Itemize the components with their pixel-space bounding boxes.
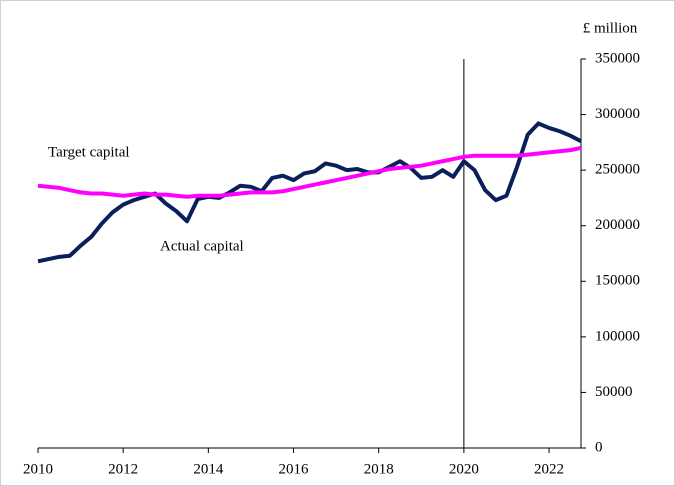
x-tick-label: 2012 [108,461,138,477]
y-tick-label: 0 [595,439,603,455]
series-line [37,145,582,199]
series-label: Target capital [48,144,130,160]
series-line [37,121,582,264]
y-tick-label: 50000 [595,384,633,400]
y-tick-label: 350000 [595,50,640,66]
y-tick-label: 300000 [595,106,640,122]
x-tick-label: 2020 [449,461,479,477]
x-tick-label: 2014 [193,461,224,477]
y-tick-label: 100000 [595,328,640,344]
x-tick-label: 2016 [279,461,310,477]
series-label: Actual capital [160,238,244,254]
y-tick-label: 150000 [595,273,640,289]
y-tick-label: 200000 [595,217,640,233]
x-tick-label: 2022 [534,461,564,477]
x-tick-label: 2010 [23,461,53,477]
y-tick-label: 250000 [595,162,640,178]
y-axis-label: £ million [583,20,638,36]
x-tick-label: 2018 [364,461,394,477]
